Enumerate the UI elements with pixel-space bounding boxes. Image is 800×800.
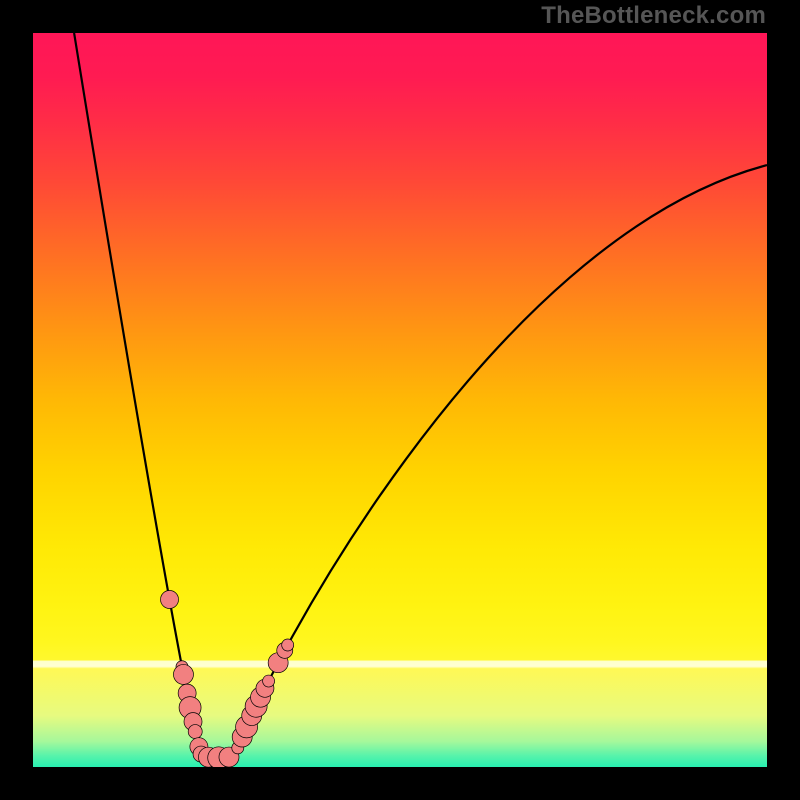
curve-marker xyxy=(188,725,202,739)
curve-marker xyxy=(161,590,179,608)
curve-marker xyxy=(173,664,193,684)
figure-svg xyxy=(0,0,800,800)
curve-marker xyxy=(263,675,275,687)
figure-root: TheBottleneck.com xyxy=(0,0,800,800)
watermark-text: TheBottleneck.com xyxy=(541,2,766,30)
plot-background xyxy=(33,33,767,767)
curve-marker xyxy=(282,639,294,651)
